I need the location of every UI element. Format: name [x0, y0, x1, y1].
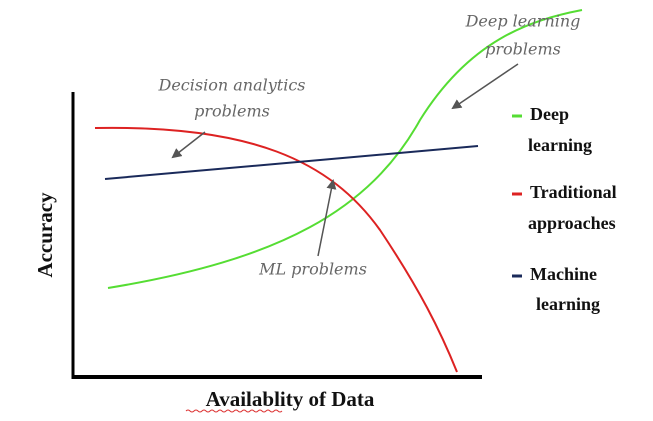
legend-label: Deep: [530, 104, 569, 124]
machine-learning-line: [104, 145, 479, 180]
annotation: problems: [194, 102, 270, 121]
annotation: Decision analytics: [158, 76, 306, 95]
legend-label: learning: [528, 135, 592, 155]
arrow: [317, 179, 337, 257]
legend-label: Machine: [530, 264, 597, 284]
annotation: Deep learning: [465, 12, 581, 31]
arrow: [171, 131, 206, 159]
annotation: ML problems: [258, 260, 367, 279]
legend-label: approaches: [528, 213, 616, 233]
arrow: [451, 63, 519, 110]
deep-learning-curve: [107, 9, 583, 289]
x-axis-label: Availablity of Data: [206, 387, 375, 411]
legend-label: learning: [536, 294, 600, 314]
spellcheck-underline: [185, 409, 283, 413]
annotation: problems: [485, 40, 561, 59]
y-axis-label: Accuracy: [33, 192, 57, 278]
legend-label: Traditional: [530, 182, 617, 202]
